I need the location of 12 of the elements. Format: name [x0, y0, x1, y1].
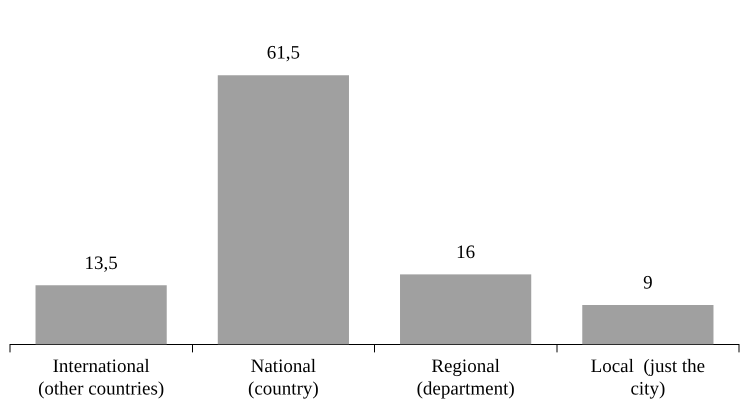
- data-label: 61,5: [266, 42, 300, 64]
- data-label: 16: [456, 242, 476, 263]
- x-tick-label: International (other countries): [38, 356, 164, 400]
- data-label: 13,5: [84, 252, 118, 274]
- x-tick-label: Regional (department): [416, 356, 515, 400]
- bar: [582, 305, 714, 344]
- bar: [218, 75, 349, 344]
- x-tick-label: Local (just the city): [590, 356, 706, 400]
- data-label: 9: [643, 272, 653, 294]
- bar: [36, 285, 167, 344]
- x-tick-label: National (country): [248, 356, 319, 400]
- bar: [400, 274, 532, 344]
